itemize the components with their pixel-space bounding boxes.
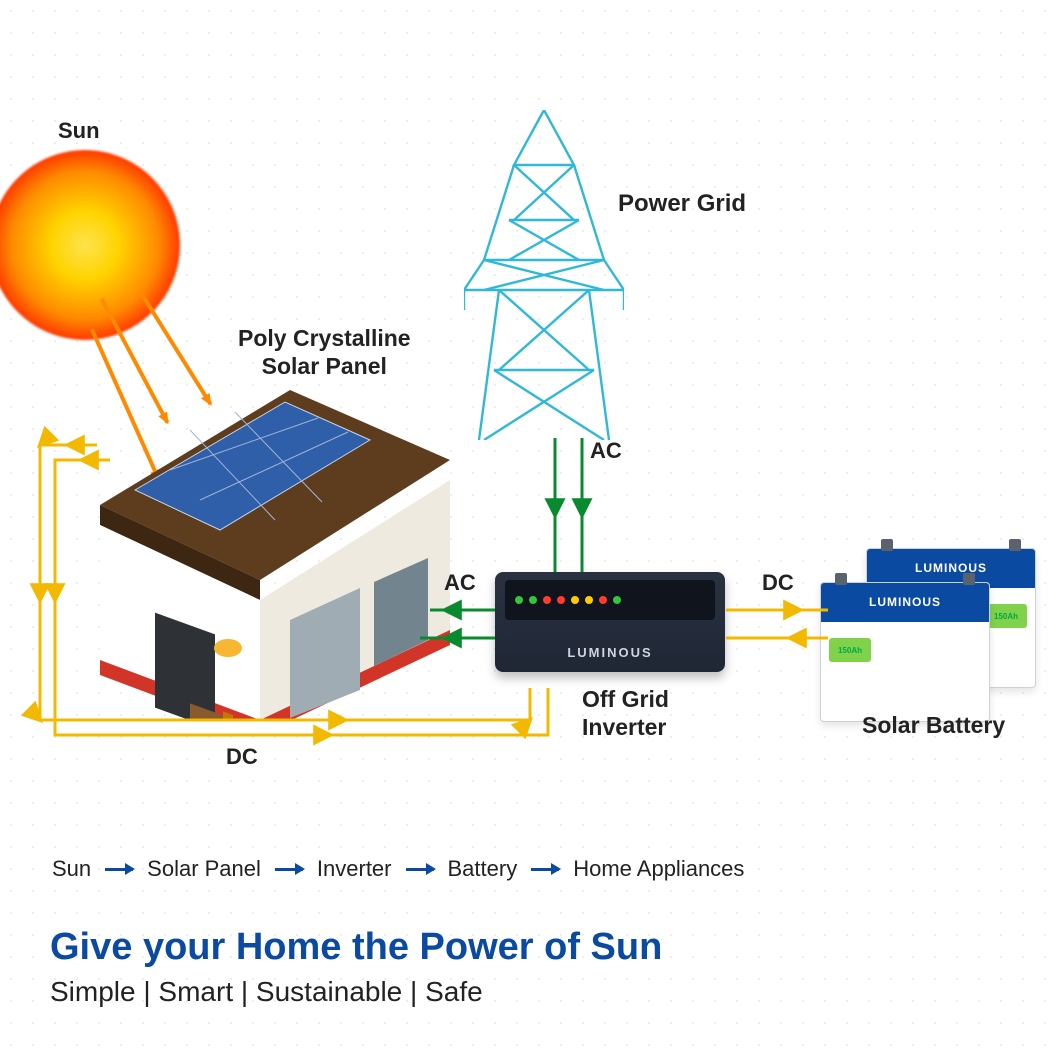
legend-item: Sun (52, 856, 91, 882)
ac-house-label: AC (444, 570, 476, 596)
battery-front-icon: LUMINOUS 150Ah (820, 582, 990, 722)
legend-item: Solar Panel (147, 856, 261, 882)
battery-capacity: 150Ah (829, 638, 871, 662)
legend-item: Home Appliances (573, 856, 744, 882)
arrow-icon (275, 868, 303, 871)
legend-item: Inverter (317, 856, 392, 882)
dc-right-label: DC (762, 570, 794, 596)
battery-capacity: 150Ah (985, 604, 1027, 628)
house-icon (60, 370, 450, 720)
inverter-brand: LUMINOUS (495, 645, 725, 660)
battery-label: Solar Battery (862, 712, 1005, 740)
ac-grid-label: AC (590, 438, 622, 464)
headline: Give your Home the Power of Sun (50, 926, 662, 969)
flow-legend: Sun Solar Panel Inverter Battery Home Ap… (52, 856, 744, 882)
battery-brand: LUMINOUS (821, 583, 989, 622)
arrow-icon (531, 868, 559, 871)
dc-left-label: DC (226, 744, 258, 770)
sun-label: Sun (58, 118, 100, 144)
arrow-icon (406, 868, 434, 871)
arrow-icon (105, 868, 133, 871)
legend-item: Battery (448, 856, 518, 882)
tagline: Simple | Smart | Sustainable | Safe (50, 976, 483, 1008)
inverter-icon: LUMINOUS (495, 572, 725, 672)
inverter-label: Off Grid Inverter (582, 686, 669, 741)
grid-label: Power Grid (618, 190, 746, 219)
tower-icon (464, 110, 624, 440)
